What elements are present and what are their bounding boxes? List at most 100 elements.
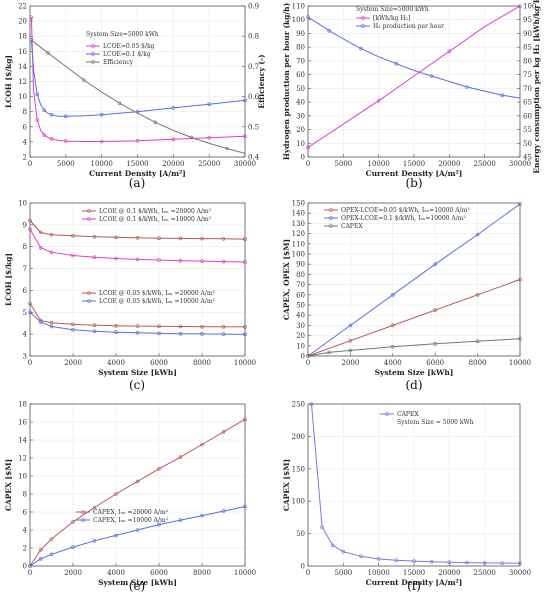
data-point: [35, 92, 40, 97]
data-point: [71, 234, 75, 238]
legend-label: LCOE @ 0.1 $/kWh, Iₑₙ =10000 A/m²: [99, 216, 212, 223]
legend-marker: [87, 209, 91, 213]
panel-label: (d): [405, 378, 422, 392]
legend-marker: [385, 412, 389, 416]
y-tick-label: 10: [18, 200, 27, 208]
series-line: [29, 303, 246, 328]
data-point: [114, 533, 118, 538]
y-tick-label: 18: [18, 33, 27, 41]
legend-marker: [91, 60, 95, 64]
data-point: [207, 102, 211, 106]
y-tick-label: 100: [292, 498, 305, 506]
x-tick-label: 6000: [150, 359, 168, 367]
data-point: [49, 320, 54, 325]
legend-label: LCOE=0.1 $/kg: [103, 51, 151, 58]
y-tick-label: 0: [301, 353, 305, 361]
x-axis-label: Current Density [A/m²]: [89, 169, 186, 178]
legend-label: LCOE=0.05 $/kg: [103, 43, 155, 50]
data-point: [200, 513, 204, 518]
y-tick-label: 150: [292, 465, 305, 473]
x-tick-label: 0: [28, 359, 32, 367]
chart-panel-6: 0 5000 10000 15000 20000 25000 30000 0 50 100 150 2…: [282, 401, 531, 594]
data-point: [433, 308, 438, 312]
x-tick-label: 30000: [509, 569, 531, 577]
y-tick-label: 80: [296, 44, 305, 52]
series-line: [29, 220, 246, 240]
x-tick-label: 10000: [509, 359, 531, 367]
data-point: [221, 332, 226, 336]
data-point: [135, 330, 140, 335]
data-point: [475, 339, 480, 344]
data-point: [71, 253, 75, 258]
data-point: [157, 466, 161, 471]
y2-tick-label: 0.4: [248, 154, 260, 162]
x-tick-label: 30000: [509, 160, 531, 168]
data-point: [359, 46, 363, 51]
y-tick-label: 10: [18, 473, 27, 481]
data-point: [482, 561, 487, 565]
legend-marker: [361, 24, 365, 28]
data-point: [64, 139, 68, 143]
series-line: [29, 506, 246, 567]
legend-label: CAPEX, Iₑₙ =20000 A/m²: [93, 509, 169, 516]
legend-label: CAPEX, Iₑₙ =10000 A/m²: [93, 517, 169, 524]
x-axis-label: System Size [kWh]: [98, 578, 177, 587]
series-line: [307, 5, 521, 148]
data-point: [390, 323, 395, 328]
y-tick-label: 90: [296, 30, 305, 38]
y-tick-label: 16: [18, 48, 27, 56]
data-point: [171, 106, 176, 110]
y-tick-label: 6: [23, 123, 28, 131]
y-tick-label: 12: [18, 455, 27, 463]
data-point: [200, 324, 204, 329]
data-point: [433, 341, 438, 346]
legend-label: LCOE @ 0.05 $/kWh, Iₑₙ =10000 A/m²: [99, 298, 216, 305]
data-point: [178, 331, 183, 336]
y2-tick-label: 0.5: [248, 123, 259, 131]
y2-tick-label: 45: [523, 154, 532, 162]
y-tick-label: 3: [23, 353, 27, 361]
y2-axis-label: Energy consumption per kg H₂ [kWh/kg H₂]: [532, 0, 541, 174]
data-point: [82, 78, 86, 82]
y-tick-label: 70: [296, 57, 305, 65]
data-point: [49, 250, 54, 254]
data-point: [157, 331, 161, 336]
x-tick-label: 8000: [193, 569, 211, 577]
data-point: [500, 561, 505, 565]
y2-tick-label: 75: [523, 71, 532, 79]
legend-marker: [81, 510, 85, 514]
x-tick-label: 20000: [438, 160, 460, 168]
data-point: [114, 330, 118, 335]
y-tick-label: 4: [23, 527, 28, 535]
data-point: [49, 232, 54, 237]
y-tick-label: 4: [23, 331, 28, 339]
series-line: [307, 203, 521, 357]
y-tick-label: 7: [23, 265, 27, 273]
y-tick-label: 8: [23, 491, 27, 499]
y-tick-label: 12: [18, 78, 27, 86]
data-point: [221, 237, 226, 241]
data-point: [200, 332, 204, 336]
y-tick-label: 0: [23, 563, 27, 571]
series-line: [307, 338, 521, 357]
data-point: [475, 292, 480, 297]
data-point: [157, 324, 161, 329]
data-point: [320, 525, 324, 529]
chart-panel-2: 0 5000 10000 15000 20000 25000 30000 0 10 20 30 40 5…: [282, 0, 541, 190]
chart-note: System Size = 5000 kWh: [397, 419, 474, 426]
data-point: [330, 543, 335, 548]
series-line: [307, 16, 521, 99]
y-tick-label: 140: [292, 210, 305, 218]
legend-label: OPEX-LCOE=0.1 $/kWh, Iₑₙ=10000 A/m²: [341, 215, 466, 222]
series-line: [31, 39, 246, 154]
y-tick-label: 110: [292, 3, 305, 11]
x-tick-label: 8000: [469, 359, 487, 367]
x-tick-label: 8000: [193, 359, 211, 367]
panel-label: (f): [407, 579, 421, 593]
legend-marker: [87, 299, 91, 303]
data-point: [114, 235, 118, 240]
panel-label: (c): [129, 378, 145, 392]
data-point: [433, 262, 438, 267]
y-tick-label: 150: [292, 200, 305, 208]
